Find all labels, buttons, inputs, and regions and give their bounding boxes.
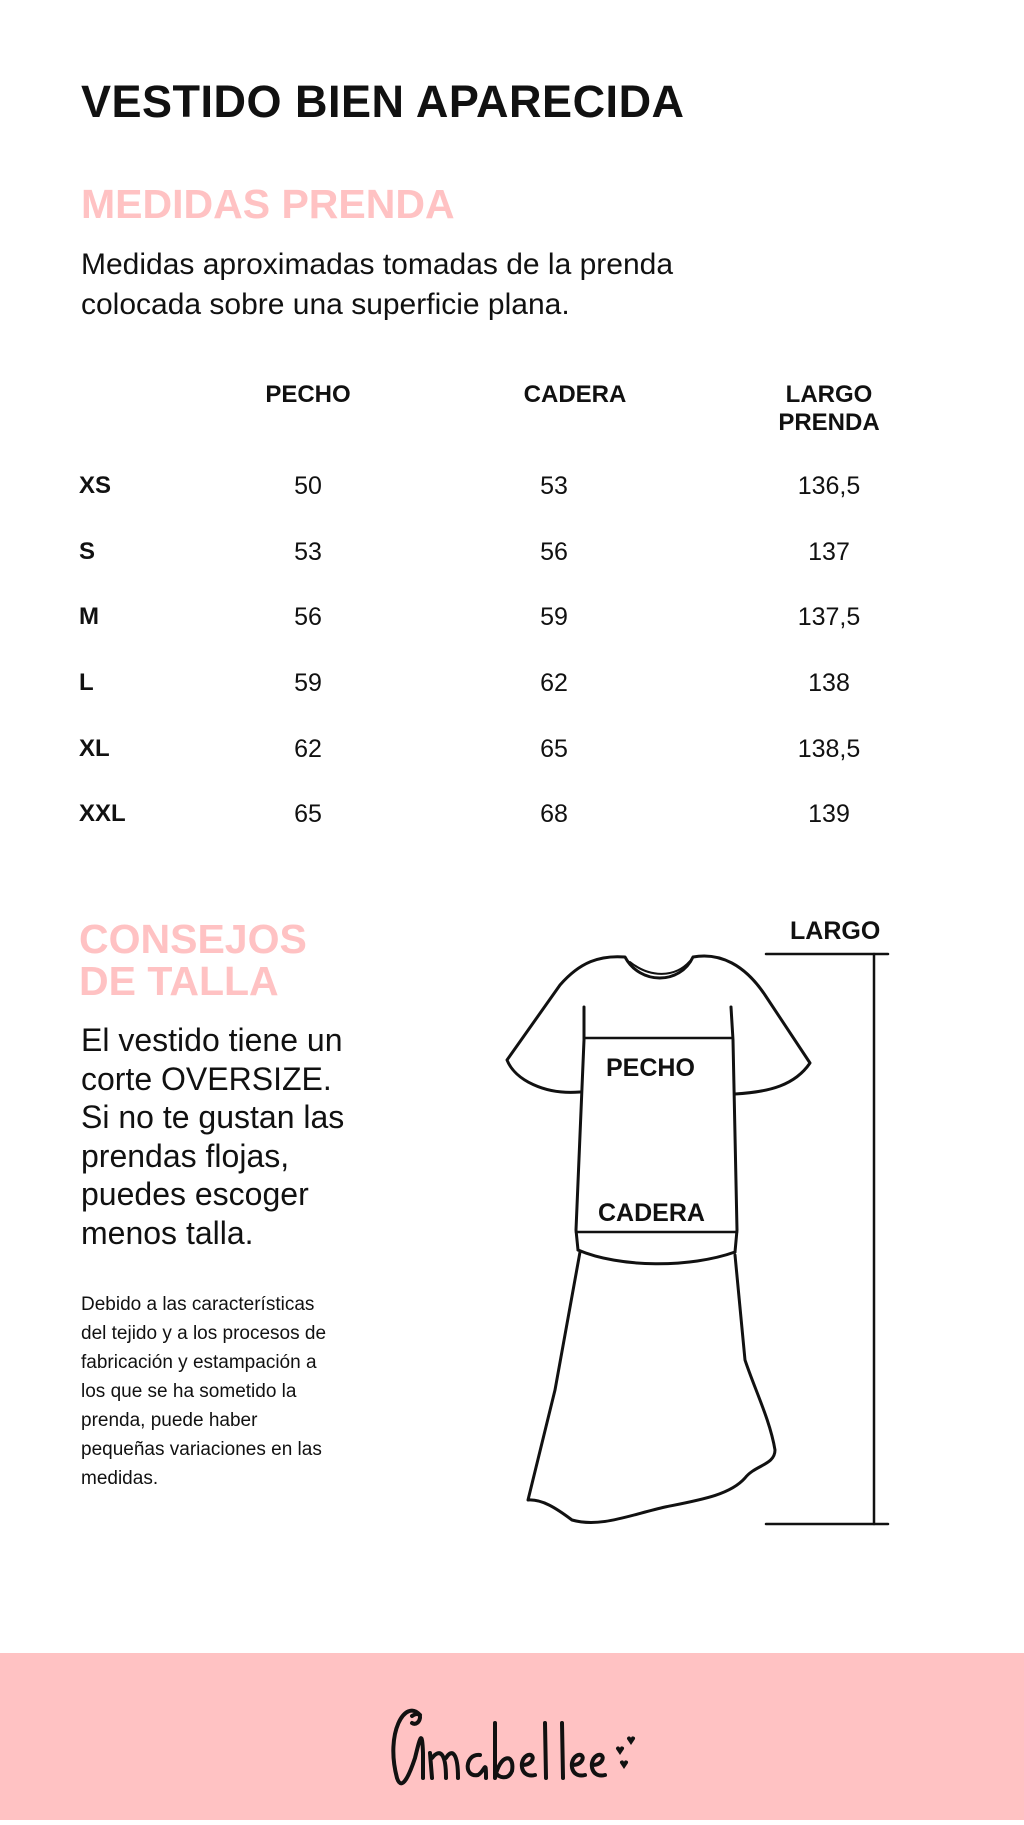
largo-value: 137,5 [797, 603, 861, 631]
tips-line: El vestido tiene un [81, 1022, 343, 1058]
size-label: XS [79, 472, 112, 499]
note-line: pequeñas variaciones en las [81, 1439, 322, 1460]
pecho-value: 59 [294, 669, 322, 697]
tips-heading-line: CONSEJOS [79, 916, 307, 962]
cadera-value: 68 [540, 800, 568, 828]
tips-heading-line: DE TALLA [79, 958, 279, 1004]
note-line: medidas. [81, 1468, 159, 1489]
pecho-value: 53 [294, 538, 322, 566]
cadera-value: 53 [540, 472, 568, 500]
tips-text: El vestido tiene un corte OVERSIZE. Si n… [81, 1021, 401, 1252]
tips-line: Si no te gustan las [81, 1099, 345, 1135]
tips-line: corte OVERSIZE. [81, 1060, 332, 1097]
size-label: XXL [79, 800, 126, 827]
header-pecho: PECHO [265, 381, 351, 408]
largo-label: LARGO [790, 917, 881, 945]
heart-icon [626, 1736, 636, 1745]
header-largo-line: LARGO [785, 381, 873, 408]
largo-value: 136,5 [797, 472, 861, 500]
measures-description: Medidas aproximadas tomadas de la prenda… [81, 245, 673, 325]
largo-value: 139 [808, 800, 850, 828]
measures-heading: MEDIDAS PRENDA [81, 181, 455, 227]
cadera-value: 56 [540, 538, 568, 566]
top-hem [576, 1248, 737, 1266]
description-line: Medidas aproximadas tomadas de la prenda [81, 248, 674, 281]
size-label: M [79, 603, 99, 630]
cadera-label: CADERA [598, 1199, 705, 1227]
note-line: Debido a las características [81, 1294, 315, 1315]
cadera-value: 59 [540, 603, 568, 631]
pecho-value: 56 [294, 603, 322, 631]
tips-line: puedes escoger [81, 1176, 309, 1212]
tips-line: prendas flojas, [81, 1137, 290, 1174]
size-label: S [79, 538, 96, 565]
note-line: los que se ha sometido la [81, 1381, 297, 1402]
body-right [729, 1005, 739, 1254]
body-left [574, 1005, 586, 1252]
pecho-label: PECHO [606, 1054, 695, 1082]
description-line: colocada sobre una superficie plana. [81, 288, 570, 321]
tips-heading: CONSEJOS DE TALLA [79, 918, 307, 1002]
cadera-value: 62 [540, 669, 568, 697]
tips-line: menos talla. [81, 1214, 254, 1251]
pecho-value: 50 [294, 472, 322, 500]
footer-band [0, 1653, 1024, 1820]
note-line: prenda, puede haber [81, 1410, 258, 1431]
largo-value: 137 [808, 538, 850, 566]
header-largo-line: PRENDA [778, 409, 880, 436]
pecho-value: 65 [294, 800, 322, 828]
header-cadera: CADERA [523, 381, 627, 408]
pecho-value: 62 [294, 735, 322, 763]
cadera-value: 65 [540, 735, 568, 763]
brand-logo [391, 1708, 636, 1786]
size-label: XL [79, 735, 110, 762]
note-line: del tejido y a los procesos de [81, 1323, 327, 1344]
heart-icon [619, 1760, 629, 1769]
neckline [629, 960, 691, 975]
dress-top-outline [505, 954, 812, 1096]
size-label: L [79, 669, 94, 696]
header-largo: LARGO PRENDA [739, 381, 919, 437]
largo-value: 138 [808, 669, 850, 697]
largo-value: 138,5 [797, 735, 861, 763]
page-title: VESTIDO BIEN APARECIDA [81, 76, 685, 127]
heart-icon [615, 1746, 625, 1755]
skirt-outline [526, 1250, 777, 1524]
variation-note: Debido a las características del tejido … [81, 1290, 381, 1493]
note-line: fabricación y estampación a [81, 1352, 317, 1373]
